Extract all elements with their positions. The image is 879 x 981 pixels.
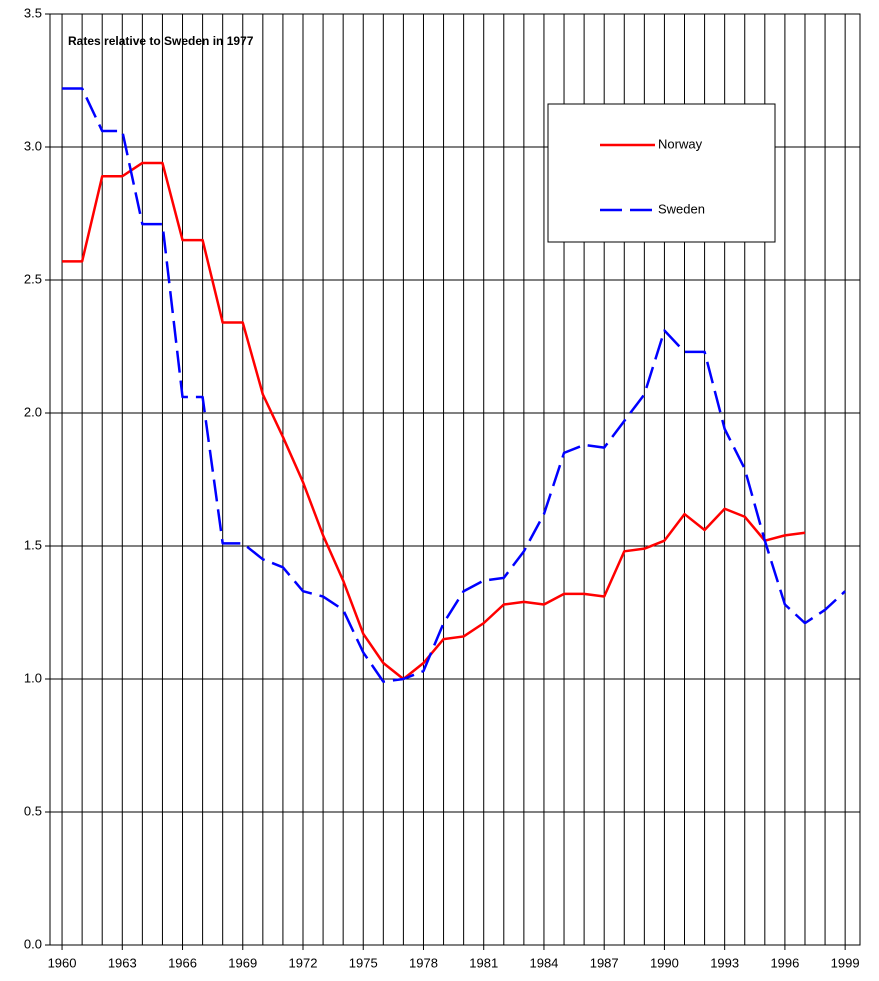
x-tick-label: 1960 (48, 955, 77, 970)
y-tick-label: 3.0 (24, 138, 42, 153)
x-tick-label: 1966 (168, 955, 197, 970)
y-tick-label: 3.5 (24, 5, 42, 20)
series-line (62, 87, 846, 683)
x-tick-label: 1975 (349, 955, 378, 970)
legend: Norway Sweden (547, 103, 776, 243)
x-tick-label: 1990 (650, 955, 679, 970)
chart-title: Rates relative to Sweden in 1977 (68, 34, 254, 48)
legend-box (547, 103, 776, 243)
x-tick-label: 1984 (529, 955, 558, 970)
series-line (62, 161, 806, 681)
legend-label: Norway (658, 136, 703, 151)
y-tick-label: 1.5 (24, 537, 42, 552)
x-tick-label: 1999 (831, 955, 860, 970)
y-tick-label: 2.5 (24, 271, 42, 286)
x-tick-label: 1969 (228, 955, 257, 970)
x-tick-label: 1963 (108, 955, 137, 970)
y-tick-label: 2.0 (24, 404, 42, 419)
x-tick-label: 1972 (289, 955, 318, 970)
plot-frame (49, 13, 861, 946)
y-tick-label: 0.5 (24, 803, 42, 818)
x-tick-label: 1978 (409, 955, 438, 970)
legend-label: Sweden (658, 201, 705, 216)
x-tick-label: 1993 (710, 955, 739, 970)
x-tick-label: 1987 (590, 955, 619, 970)
x-tick-label: 1996 (770, 955, 799, 970)
y-tick-label: 1.0 (24, 670, 42, 685)
y-tick-label: 0.0 (24, 936, 42, 951)
x-tick-label: 1981 (469, 955, 498, 970)
